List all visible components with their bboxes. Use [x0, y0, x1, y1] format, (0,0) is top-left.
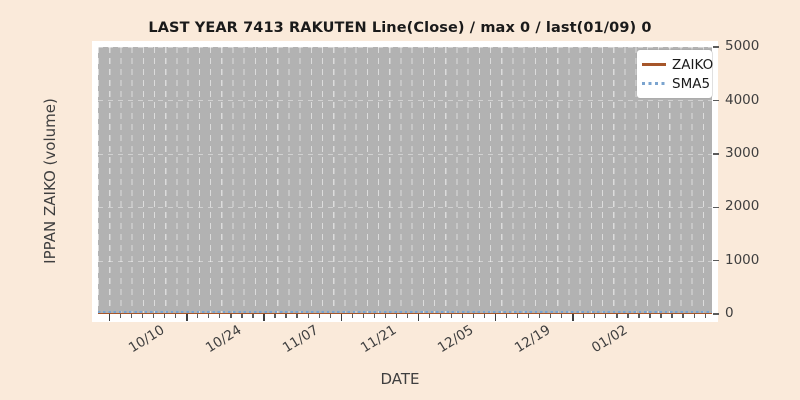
- x-tick-label: 12/19: [511, 322, 554, 357]
- x-tick-mark-minor: [351, 314, 353, 318]
- x-axis-ticks: [98, 314, 712, 324]
- y-tick-mark: [713, 99, 719, 102]
- legend-item-zaiko[interactable]: ZAIKO: [642, 55, 713, 74]
- x-tick-mark-minor: [472, 314, 475, 318]
- x-tick-mark-minor: [252, 314, 254, 318]
- x-tick-mark-minor: [461, 314, 464, 318]
- x-tick-mark-minor: [528, 314, 530, 318]
- x-tick-label: 10/24: [203, 322, 245, 357]
- x-tick-mark-minor: [550, 314, 552, 318]
- legend-swatch-dotted-line-icon: [642, 82, 666, 85]
- x-tick-label: 01/02: [589, 322, 631, 357]
- horizontal-gridline: [98, 100, 712, 102]
- x-tick-mark-minor: [395, 314, 397, 318]
- x-tick-mark-minor: [318, 314, 320, 318]
- y-tick-label: 5000: [725, 38, 760, 55]
- x-tick-mark-minor: [219, 314, 221, 318]
- x-tick-mark-minor: [483, 314, 486, 318]
- x-tick-mark-minor: [197, 314, 199, 318]
- x-tick-mark-minor: [605, 314, 607, 318]
- x-tick-mark-minor: [307, 314, 309, 318]
- legend-swatch-solid-line-icon: [642, 63, 666, 66]
- x-tick-label: 12/05: [434, 322, 477, 357]
- horizontal-gridline: [98, 47, 712, 48]
- x-tick-mark-major: [417, 314, 420, 321]
- horizontal-gridline: [98, 207, 712, 209]
- x-tick-mark-major: [572, 314, 574, 321]
- x-tick-mark-minor: [583, 314, 585, 318]
- y-tick-mark: [713, 206, 719, 208]
- y-tick-mark: [713, 46, 719, 48]
- legend-label-zaiko: ZAIKO: [672, 56, 714, 73]
- x-tick-mark-minor: [704, 314, 706, 318]
- x-tick-label: 11/07: [280, 322, 322, 357]
- x-tick-mark-minor: [638, 314, 640, 318]
- x-tick-mark-minor: [164, 314, 166, 318]
- y-tick-mark: [713, 153, 719, 155]
- x-tick-mark-minor: [439, 314, 442, 318]
- x-tick-mark-minor: [120, 314, 122, 318]
- plot-area: [98, 47, 712, 314]
- x-tick-mark-minor: [131, 314, 133, 318]
- x-tick-mark-minor: [594, 314, 596, 318]
- x-tick-mark-minor: [693, 314, 695, 318]
- horizontal-gridline: [98, 153, 712, 155]
- x-tick-mark-minor: [142, 314, 144, 318]
- x-tick-mark-minor: [230, 314, 232, 318]
- x-tick-mark-major: [109, 314, 111, 321]
- y-tick-label: 2000: [725, 198, 760, 215]
- x-tick-mark-minor: [660, 314, 662, 318]
- x-tick-mark-major: [495, 314, 497, 321]
- x-tick-mark-major: [340, 314, 342, 321]
- x-tick-mark-minor: [682, 314, 684, 318]
- x-tick-mark-minor: [627, 314, 629, 318]
- horizontal-gridline: [98, 260, 712, 262]
- y-tick-label: 4000: [725, 91, 760, 108]
- x-tick-mark-minor: [539, 314, 541, 318]
- vertical-gridlines: [98, 47, 712, 314]
- x-tick-label: 10/10: [125, 322, 168, 357]
- x-tick-mark-major: [186, 314, 188, 321]
- x-tick-mark-minor: [450, 314, 453, 318]
- x-tick-mark-minor: [153, 314, 155, 318]
- x-tick-mark-major: [263, 314, 265, 321]
- x-tick-mark-minor: [671, 314, 673, 318]
- x-tick-mark-minor: [285, 314, 287, 318]
- x-tick-mark-minor: [384, 314, 386, 318]
- chart-title: LAST YEAR 7413 RAKUTEN Line(Close) / max…: [148, 20, 652, 36]
- series-line-sma5: [98, 310, 712, 313]
- y-tick-label: 3000: [725, 145, 760, 162]
- y-tick-label: 1000: [725, 251, 760, 268]
- x-tick-mark-minor: [241, 314, 243, 318]
- y-tick-mark: [713, 259, 719, 262]
- x-tick-mark-minor: [329, 314, 331, 318]
- x-tick-mark-minor: [175, 314, 177, 318]
- y-axis-title: IPPAN ZAIKO (volume): [41, 98, 59, 264]
- x-tick-mark-minor: [208, 314, 210, 318]
- x-tick-mark-minor: [274, 314, 276, 318]
- x-tick-mark-minor: [362, 314, 364, 318]
- series-line-zaiko: [98, 312, 712, 314]
- chart-legend: ZAIKO SMA5: [637, 50, 713, 98]
- x-tick-mark-minor: [406, 314, 408, 318]
- legend-label-sma5: SMA5: [672, 75, 711, 92]
- x-tick-mark-minor: [428, 314, 431, 318]
- x-tick-mark-minor: [296, 314, 298, 318]
- x-tick-mark-minor: [517, 314, 519, 318]
- x-axis-title: DATE: [380, 370, 420, 388]
- x-tick-mark-minor: [561, 314, 563, 318]
- x-tick-label: 11/21: [357, 322, 399, 357]
- x-tick-mark-minor: [373, 314, 375, 318]
- y-tick-label: 0: [725, 305, 734, 322]
- x-tick-mark-minor: [506, 314, 508, 318]
- legend-item-sma5[interactable]: SMA5: [642, 74, 710, 93]
- x-tick-mark-minor: [649, 314, 651, 318]
- x-tick-mark-minor: [616, 314, 618, 318]
- y-tick-mark: [713, 313, 719, 315]
